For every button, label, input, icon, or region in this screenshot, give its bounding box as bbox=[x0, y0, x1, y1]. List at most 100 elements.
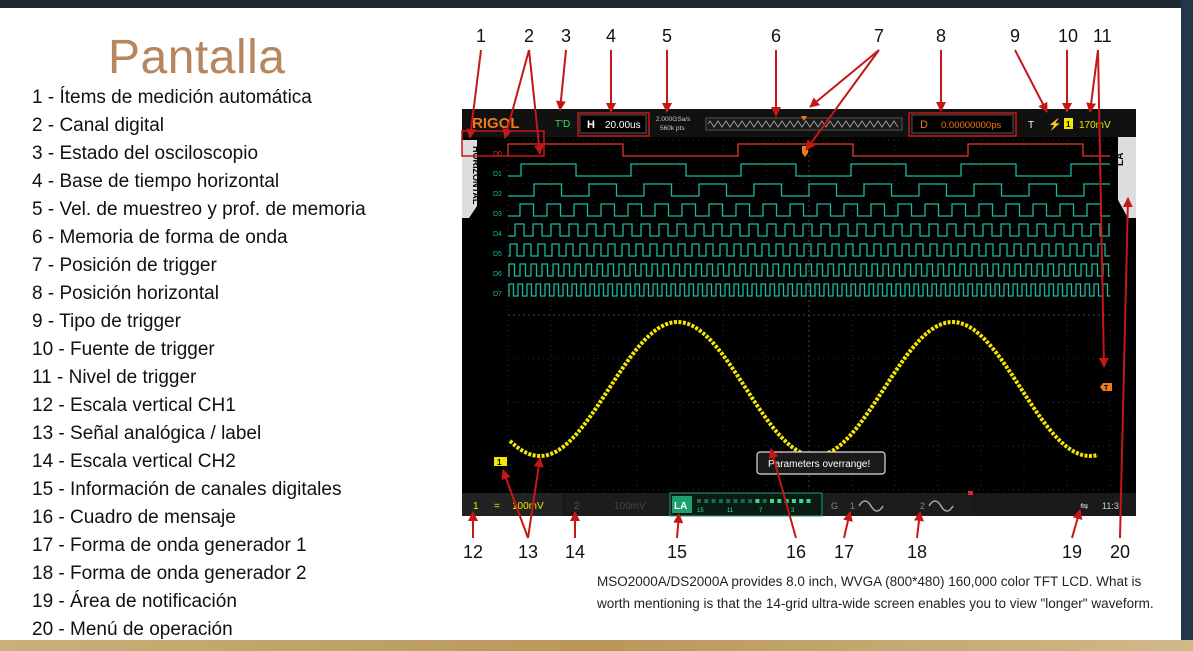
timebase-highlight bbox=[577, 112, 650, 137]
ch1-marker bbox=[494, 457, 507, 466]
la-dot bbox=[711, 499, 716, 503]
ch1-scale-area[interactable] bbox=[462, 493, 562, 516]
legend-item: 12 - Escala vertical CH1 bbox=[32, 395, 236, 416]
trigger-source: 1 bbox=[1066, 120, 1071, 129]
gen1-label: G bbox=[831, 501, 838, 511]
hpos-box[interactable] bbox=[911, 114, 1014, 134]
callout-2: 2 bbox=[524, 26, 534, 46]
time-readout: 11:3 bbox=[1102, 501, 1119, 511]
la-ch-3: 3 bbox=[791, 508, 795, 514]
legend-item: 8 - Posición horizontal bbox=[32, 283, 219, 304]
timebase-prefix: H bbox=[587, 119, 595, 131]
callout-arrow-16 bbox=[768, 448, 797, 539]
callout-1: 1 bbox=[476, 26, 486, 46]
slide-title: Pantalla bbox=[108, 31, 286, 84]
legend-item: 5 - Vel. de muestreo y prof. de memoria bbox=[32, 199, 366, 220]
rigol-logo: RIGOL bbox=[472, 115, 520, 132]
callout-20: 20 bbox=[1110, 542, 1130, 562]
caption-text: MSO2000A/DS2000A provides 8.0 inch, WVGA… bbox=[597, 574, 1154, 611]
gen2-area[interactable] bbox=[913, 493, 973, 516]
trigger-label: T bbox=[1028, 120, 1034, 131]
digital-trace-D3 bbox=[508, 203, 1110, 217]
legend-item: 19 - Área de notificación bbox=[32, 591, 237, 612]
callout-14: 14 bbox=[565, 542, 585, 562]
hpos-highlight bbox=[908, 112, 1017, 137]
la-ch-15: 15 bbox=[697, 508, 704, 514]
digital-label-D7: D7 bbox=[493, 291, 502, 298]
digital-trace-D4 bbox=[508, 223, 1110, 237]
message-box bbox=[756, 451, 886, 475]
la-dot bbox=[770, 499, 774, 503]
trigger-source-box bbox=[1064, 118, 1073, 129]
callout-6: 6 bbox=[771, 26, 781, 46]
trigger-level-marker-label: T bbox=[1104, 385, 1109, 392]
digital-label-D6: D6 bbox=[493, 271, 502, 278]
la-dot bbox=[791, 499, 796, 503]
callout-8: 8 bbox=[936, 26, 946, 46]
callout-18: 18 bbox=[907, 542, 927, 562]
la-info-area[interactable] bbox=[669, 492, 823, 517]
legend-item: 7 - Posición de trigger bbox=[32, 255, 217, 276]
callout-19: 19 bbox=[1062, 542, 1082, 562]
legend-item: 16 - Cuadro de mensaje bbox=[32, 507, 236, 528]
la-dot bbox=[799, 499, 804, 503]
legend-item: 10 - Fuente de trigger bbox=[32, 339, 215, 360]
callout-10: 10 bbox=[1058, 26, 1078, 46]
callout-arrow-7a bbox=[809, 49, 880, 108]
callout-5: 5 bbox=[662, 26, 672, 46]
gen2-number: 2 bbox=[920, 501, 925, 511]
callout-12: 12 bbox=[463, 542, 483, 562]
legend-item: 11 - Nivel de trigger bbox=[32, 367, 197, 388]
legend-item: 1 - Ítems de medición automática bbox=[32, 87, 312, 108]
callout-7: 7 bbox=[874, 26, 884, 46]
callout-arrow-7b bbox=[805, 49, 880, 151]
gen1-sine-icon bbox=[858, 500, 884, 512]
hpos-value: 0.00000000ps bbox=[941, 120, 1001, 131]
callout-16: 16 bbox=[786, 542, 806, 562]
digital-label-D5: D5 bbox=[493, 251, 502, 258]
la-dot bbox=[777, 499, 782, 503]
gen1-area[interactable] bbox=[826, 493, 910, 516]
digital-trace-D5 bbox=[508, 243, 1110, 257]
legend-item: 20 - Menú de operación bbox=[32, 619, 233, 640]
la-ch-11: 11 bbox=[727, 508, 734, 514]
callout-arrow-1 bbox=[466, 49, 482, 139]
callout-arrow-18 bbox=[914, 511, 924, 539]
timebase-box[interactable] bbox=[579, 114, 647, 134]
callout-9: 9 bbox=[1010, 26, 1020, 46]
callout-arrow-11a bbox=[1086, 49, 1099, 113]
ch2-scale-area[interactable] bbox=[566, 493, 666, 516]
usb-icon: ⇋ bbox=[1080, 501, 1088, 512]
callout-3: 3 bbox=[561, 26, 571, 46]
la-dot bbox=[718, 499, 723, 503]
callout-arrow-2a bbox=[502, 49, 530, 139]
sample-rate: 2.000GSa/s bbox=[656, 116, 691, 123]
hpos-prefix: D bbox=[920, 119, 928, 131]
digital-label-D0: D0 bbox=[493, 151, 502, 158]
legend-item: 6 - Memoria de forma de onda bbox=[32, 227, 288, 248]
legend-item: 18 - Forma de onda generador 2 bbox=[32, 563, 307, 584]
digital-trace-D6 bbox=[508, 263, 1110, 277]
digital-trace-D7 bbox=[508, 283, 1110, 297]
gen-marker bbox=[968, 491, 973, 495]
scope-status: T'D bbox=[555, 119, 570, 130]
ch2-scale: 100mV bbox=[614, 501, 646, 512]
callout-17: 17 bbox=[834, 542, 854, 562]
digital-channels: D0 D1 D2 D3 D4 D5 D6 D7 bbox=[493, 143, 1110, 298]
horizontal-tab[interactable] bbox=[462, 140, 477, 218]
trigger-level: 170mV bbox=[1079, 120, 1111, 131]
memory-zigzag bbox=[707, 120, 899, 128]
legend-item: 15 - Información de canales digitales bbox=[32, 479, 342, 500]
digital-trace-D2 bbox=[508, 183, 1110, 197]
callout-arrow-13b bbox=[527, 457, 544, 539]
la-ch-7: 7 bbox=[759, 508, 763, 514]
ch2-number: 2 bbox=[574, 501, 580, 512]
digital-label-D2: D2 bbox=[493, 191, 502, 198]
la-dot bbox=[806, 499, 811, 503]
ch1-coupling: = bbox=[494, 501, 500, 512]
la-dot bbox=[704, 499, 709, 503]
digital-trace-D1 bbox=[508, 163, 1110, 177]
callout-11: 11 bbox=[1093, 26, 1112, 46]
callout-arrow-19 bbox=[1071, 509, 1083, 539]
